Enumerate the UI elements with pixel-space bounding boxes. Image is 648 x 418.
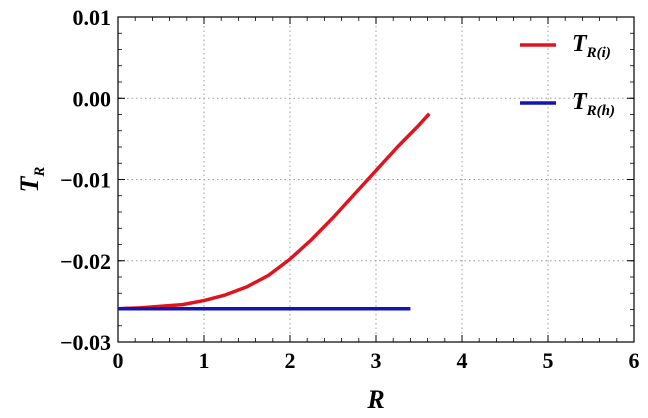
y-tick-label: −0.01 <box>60 168 111 193</box>
grid <box>118 17 634 342</box>
y-tick-label: −0.03 <box>60 330 111 355</box>
legend: TR(i) TR(h) <box>520 31 615 119</box>
series-lines <box>117 112 431 311</box>
y-tick-label: −0.02 <box>60 249 111 274</box>
ticks: 0 1 2 3 4 5 6 0.01 0.00 −0.01 −0.02 −0.03 <box>60 5 640 373</box>
legend-label-th: TR(h) <box>572 89 615 119</box>
legend-label-ti: TR(i) <box>572 31 611 61</box>
x-tick-label: 6 <box>629 348 640 373</box>
x-tick-label: 5 <box>543 348 554 373</box>
x-tick-label: 0 <box>113 348 124 373</box>
y-tick-label: 0.00 <box>73 86 112 111</box>
y-tick-label: 0.01 <box>73 5 112 30</box>
y-axis-label: TR <box>15 167 48 193</box>
x-tick-label: 4 <box>457 348 468 373</box>
series-line-ti <box>117 112 431 311</box>
x-tick-label: 1 <box>199 348 210 373</box>
x-axis-label: R <box>366 385 384 414</box>
x-tick-label: 2 <box>285 348 296 373</box>
x-tick-label: 3 <box>371 348 382 373</box>
